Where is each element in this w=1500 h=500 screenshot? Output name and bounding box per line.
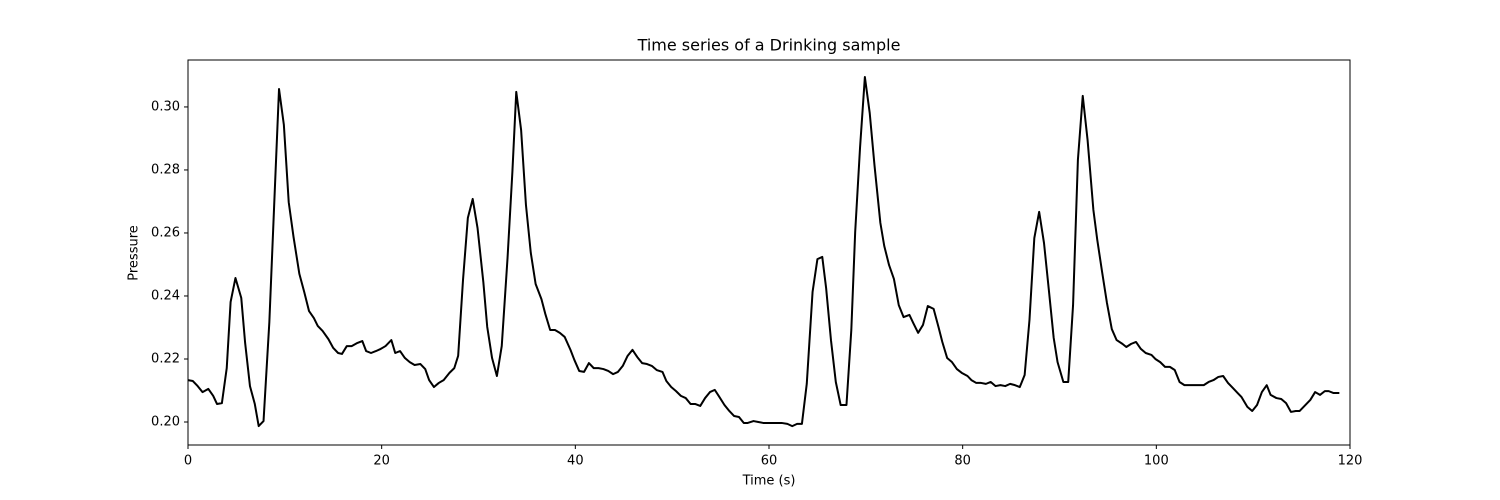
data-line	[187, 76, 1340, 428]
y-tick-label: 0.30	[151, 99, 180, 114]
y-tick-label: 0.28	[151, 162, 180, 177]
x-tick-label: 100	[1144, 454, 1169, 469]
x-tick-label: 60	[761, 454, 778, 469]
y-tick-label: 0.26	[151, 225, 180, 240]
y-tick-label: 0.24	[151, 288, 180, 303]
y-tick-label: 0.22	[151, 351, 180, 366]
chart-title: Time series of a Drinking sample	[637, 36, 901, 55]
x-axis-label: Time (s)	[742, 474, 796, 489]
x-tick-label: 80	[954, 454, 971, 469]
x-tick-label: 40	[567, 454, 584, 469]
x-tick-label: 120	[1338, 454, 1363, 469]
x-tick-label: 0	[184, 454, 192, 469]
plot-frame	[187, 59, 1351, 446]
y-tick-label: 0.20	[151, 415, 180, 430]
x-tick-label: 20	[373, 454, 390, 469]
y-axis-label: Pressure	[127, 225, 142, 281]
